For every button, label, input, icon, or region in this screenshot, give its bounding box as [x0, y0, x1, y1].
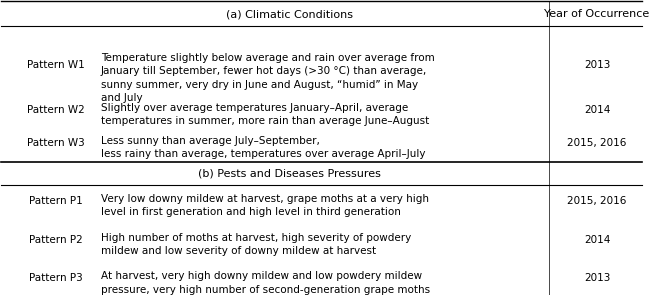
Text: Pattern P3: Pattern P3: [29, 273, 82, 283]
Text: 2014: 2014: [584, 235, 610, 245]
Text: Less sunny than average July–September,
less rainy than average, temperatures ov: Less sunny than average July–September, …: [101, 136, 425, 159]
Text: Pattern W1: Pattern W1: [27, 60, 84, 70]
Text: 2015, 2016: 2015, 2016: [568, 138, 626, 148]
Text: Temperature slightly below average and rain over average from
January till Septe: Temperature slightly below average and r…: [101, 53, 434, 103]
Text: (a) Climatic Conditions: (a) Climatic Conditions: [226, 9, 353, 19]
Text: Pattern P1: Pattern P1: [29, 196, 82, 206]
Text: Pattern W2: Pattern W2: [27, 105, 84, 115]
Text: 2013: 2013: [584, 273, 610, 283]
Text: High number of moths at harvest, high severity of powdery
mildew and low severit: High number of moths at harvest, high se…: [101, 233, 411, 256]
Text: Pattern P2: Pattern P2: [29, 235, 82, 245]
Text: Pattern W3: Pattern W3: [27, 138, 84, 148]
Text: 2015, 2016: 2015, 2016: [568, 196, 626, 206]
Text: Slightly over average temperatures January–April, average
temperatures in summer: Slightly over average temperatures Janua…: [101, 103, 429, 126]
Text: (b) Pests and Diseases Pressures: (b) Pests and Diseases Pressures: [198, 168, 381, 178]
Text: 2013: 2013: [584, 60, 610, 70]
Text: At harvest, very high downy mildew and low powdery mildew
pressure, very high nu: At harvest, very high downy mildew and l…: [101, 271, 430, 295]
Text: 2014: 2014: [584, 105, 610, 115]
Text: Very low downy mildew at harvest, grape moths at a very high
level in first gene: Very low downy mildew at harvest, grape …: [101, 194, 428, 217]
Text: Year of Occurrence: Year of Occurrence: [544, 9, 649, 19]
